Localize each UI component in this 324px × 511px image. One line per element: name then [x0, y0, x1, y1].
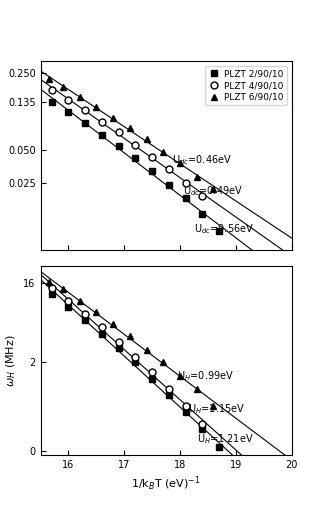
PLZT 4/90/10	[200, 193, 204, 199]
PLZT 6/90/10	[145, 136, 148, 143]
PLZT 2/90/10	[133, 155, 137, 161]
PLZT 6/90/10	[78, 94, 82, 100]
PLZT 6/90/10	[47, 76, 51, 82]
PLZT 4/90/10	[83, 107, 87, 113]
PLZT 2/90/10	[217, 228, 221, 234]
X-axis label: 1/k$_B$T (eV)$^{-1}$: 1/k$_B$T (eV)$^{-1}$	[131, 475, 201, 494]
PLZT 4/90/10	[167, 166, 171, 172]
Text: U$_{dc}$=0.46eV: U$_{dc}$=0.46eV	[172, 153, 232, 167]
PLZT 4/90/10	[184, 179, 188, 185]
PLZT 2/90/10	[83, 120, 87, 126]
PLZT 6/90/10	[61, 84, 65, 90]
Text: U$_{dc}$=0.56eV: U$_{dc}$=0.56eV	[194, 222, 254, 236]
Text: U$_H$=0.99eV: U$_H$=0.99eV	[177, 369, 234, 383]
PLZT 4/90/10	[50, 87, 53, 93]
PLZT 6/90/10	[178, 159, 182, 166]
PLZT 4/90/10	[66, 97, 70, 103]
PLZT 6/90/10	[111, 114, 115, 121]
Text: U$_H$=1.15eV: U$_H$=1.15eV	[188, 402, 246, 415]
Text: U$_{dc}$=0.49eV: U$_{dc}$=0.49eV	[183, 184, 243, 198]
Y-axis label: $\omega_H$ (MHz): $\omega_H$ (MHz)	[4, 334, 18, 386]
Legend: PLZT 2/90/10, PLZT 4/90/10, PLZT 6/90/10: PLZT 2/90/10, PLZT 4/90/10, PLZT 6/90/10	[205, 66, 287, 105]
PLZT 2/90/10	[117, 143, 121, 149]
PLZT 6/90/10	[212, 185, 215, 192]
PLZT 2/90/10	[150, 168, 154, 174]
Line: PLZT 6/90/10: PLZT 6/90/10	[45, 76, 217, 192]
PLZT 6/90/10	[94, 104, 98, 110]
PLZT 2/90/10	[100, 132, 104, 138]
PLZT 6/90/10	[195, 174, 199, 180]
PLZT 2/90/10	[167, 181, 171, 188]
PLZT 2/90/10	[200, 211, 204, 217]
PLZT 4/90/10	[133, 142, 137, 148]
PLZT 2/90/10	[50, 99, 53, 105]
PLZT 2/90/10	[66, 109, 70, 115]
Line: PLZT 2/90/10: PLZT 2/90/10	[48, 99, 223, 235]
PLZT 6/90/10	[161, 149, 165, 155]
Line: PLZT 4/90/10: PLZT 4/90/10	[48, 86, 206, 199]
PLZT 2/90/10	[184, 195, 188, 201]
Y-axis label: $\sigma_{dc}$T ($\Omega^{-1}$ m$^{-1}$K): $\sigma_{dc}$T ($\Omega^{-1}$ m$^{-1}$K)	[0, 110, 2, 201]
PLZT 4/90/10	[150, 154, 154, 160]
Text: U$_H$=1.21eV: U$_H$=1.21eV	[197, 432, 253, 446]
PLZT 6/90/10	[128, 125, 132, 131]
PLZT 4/90/10	[100, 119, 104, 125]
PLZT 4/90/10	[117, 129, 121, 135]
